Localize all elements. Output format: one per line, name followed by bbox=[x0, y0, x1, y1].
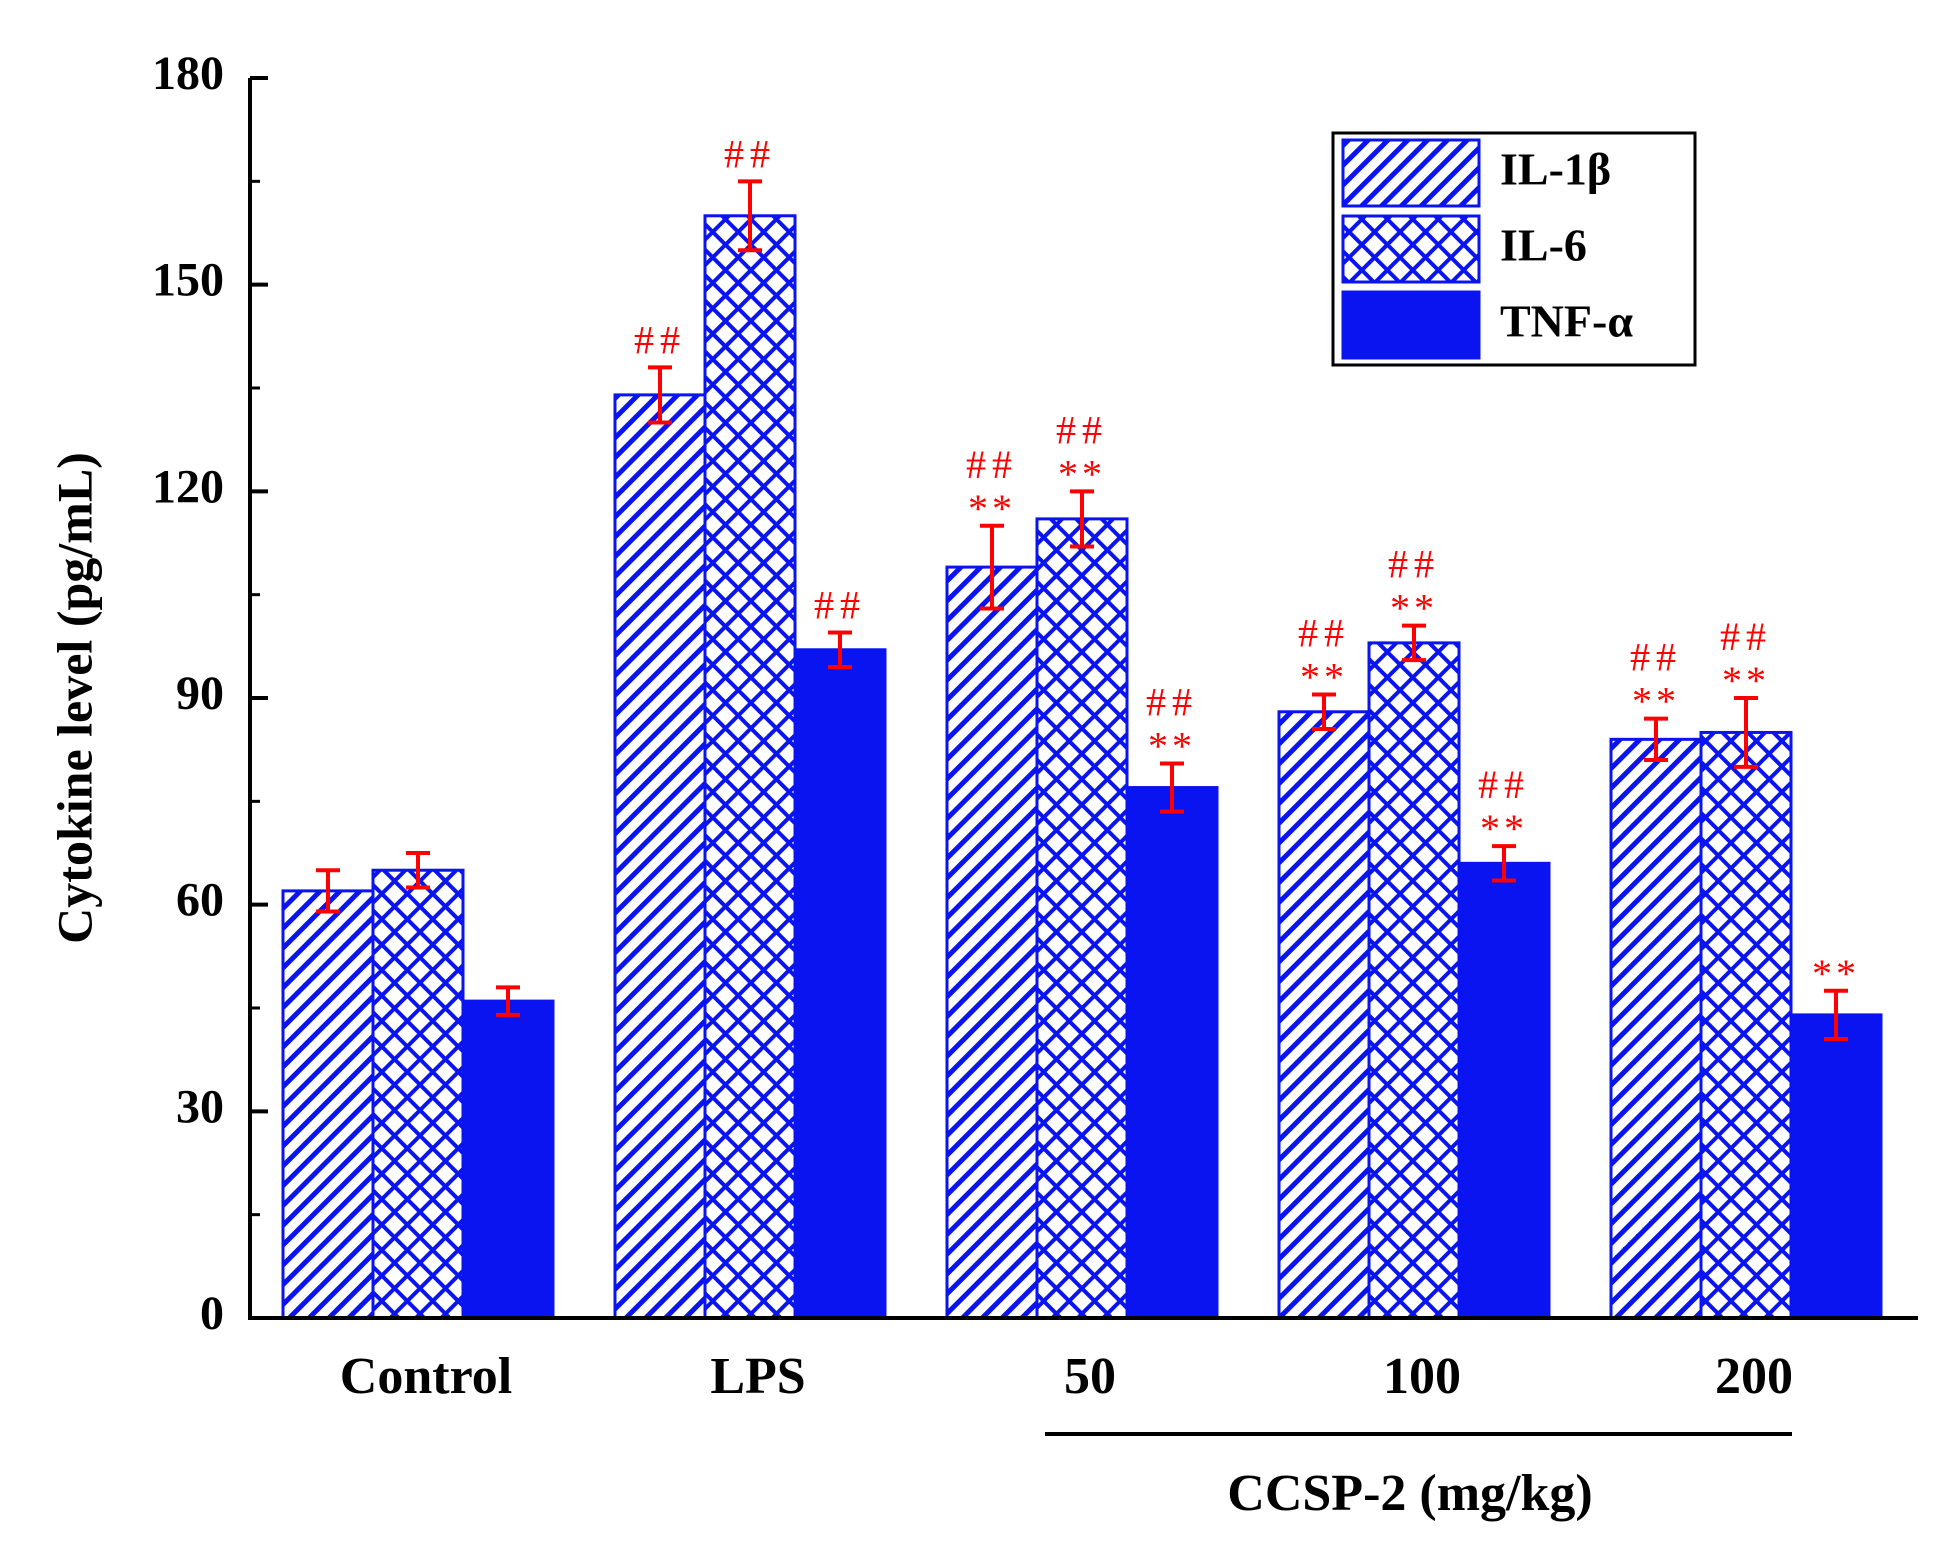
significance-star: ** bbox=[1300, 655, 1348, 700]
error-bar bbox=[738, 179, 762, 253]
error-bar bbox=[980, 523, 1004, 611]
significance-hash: ## bbox=[814, 583, 866, 628]
y-tick-label: 90 bbox=[176, 667, 224, 720]
bar-solid-Control bbox=[461, 999, 555, 1320]
significance-hash: ## bbox=[966, 442, 1018, 487]
bar-cross-hatch-Control bbox=[371, 868, 465, 1320]
bar-cross-hatch-50 bbox=[1035, 517, 1129, 1320]
x-category-label: Control bbox=[340, 1348, 512, 1405]
significance-hash: ## bbox=[724, 131, 776, 176]
significance-star: ** bbox=[1390, 586, 1438, 631]
significance-star: ** bbox=[1722, 658, 1770, 703]
bar-solid-LPS bbox=[793, 648, 887, 1320]
bar-diagonal-hatch-200 bbox=[1609, 737, 1703, 1320]
bar-cross-hatch-200 bbox=[1699, 730, 1793, 1320]
legend-swatch-diagonal-hatch bbox=[1341, 138, 1481, 208]
y-tick-label: 30 bbox=[176, 1080, 224, 1133]
error-bar bbox=[316, 868, 340, 914]
bar-diagonal-hatch-100 bbox=[1277, 710, 1371, 1320]
error-bar bbox=[406, 851, 430, 890]
error-bar bbox=[1312, 692, 1336, 731]
legend: IL-1β IL-6 TNF-α bbox=[1331, 131, 1697, 367]
bar-solid-100 bbox=[1457, 861, 1551, 1320]
legend-label: IL-1β bbox=[1500, 144, 1611, 195]
significance-hash: ## bbox=[1720, 614, 1772, 659]
bar-solid-200 bbox=[1789, 1013, 1883, 1320]
error-bar bbox=[1734, 696, 1758, 769]
x-category-label: 50 bbox=[1064, 1348, 1116, 1405]
significance-hash: ## bbox=[1146, 679, 1198, 724]
bar-cross-hatch-LPS bbox=[703, 214, 797, 1320]
error-bar bbox=[496, 985, 520, 1017]
y-axis-title: Cytokine level (pg/mL) bbox=[46, 452, 102, 944]
significance-hash: ## bbox=[1056, 407, 1108, 452]
error-bar bbox=[828, 630, 852, 669]
y-ticks: 0 30 60 90 120 150 180 bbox=[152, 47, 268, 1340]
error-bar bbox=[1402, 623, 1426, 663]
y-tick-label: 120 bbox=[152, 460, 224, 513]
y-tick-label: 180 bbox=[152, 47, 224, 100]
significance-star: ** bbox=[1812, 951, 1860, 996]
significance-annotations-layer: ######**## **##**##**##**##**##**##**##** bbox=[634, 131, 1860, 996]
significance-hash: ## bbox=[634, 317, 686, 362]
y-tick-label: 150 bbox=[152, 254, 224, 307]
significance-star: ** bbox=[1058, 451, 1106, 496]
significance-star: ** bbox=[1148, 723, 1196, 768]
bar-cross-hatch-100 bbox=[1367, 641, 1461, 1320]
x-category-labels: Control LPS 50 100 200 bbox=[340, 1348, 1793, 1405]
bar-solid-50 bbox=[1125, 786, 1219, 1320]
x-category-label: 200 bbox=[1715, 1348, 1793, 1405]
legend-label: TNF-α bbox=[1500, 296, 1633, 347]
y-tick-label: 60 bbox=[176, 874, 224, 927]
bar-diagonal-hatch-50 bbox=[945, 565, 1039, 1320]
x-category-label: 100 bbox=[1383, 1348, 1461, 1405]
legend-swatch-solid bbox=[1341, 290, 1481, 360]
bars-layer bbox=[281, 214, 1883, 1320]
error-bars-layer bbox=[316, 179, 1848, 1041]
legend-swatch-cross-hatch bbox=[1341, 214, 1481, 284]
significance-hash: ## bbox=[1298, 611, 1350, 656]
legend-label: IL-6 bbox=[1500, 220, 1587, 271]
significance-hash: ## bbox=[1478, 762, 1530, 807]
significance-star: ** bbox=[1480, 806, 1528, 851]
error-bar bbox=[648, 365, 672, 425]
error-bar bbox=[1492, 844, 1516, 883]
error-bar bbox=[1824, 988, 1848, 1041]
significance-hash: ## bbox=[1630, 635, 1682, 680]
y-tick-label: 0 bbox=[200, 1287, 224, 1340]
error-bar bbox=[1070, 489, 1094, 549]
group-title: CCSP-2 (mg/kg) bbox=[1227, 1465, 1592, 1522]
bar-diagonal-hatch-Control bbox=[281, 889, 375, 1320]
x-category-label: LPS bbox=[710, 1348, 805, 1405]
significance-hash: ## bbox=[1388, 542, 1440, 587]
significance-star: ** bbox=[1632, 679, 1680, 724]
error-bar bbox=[1160, 761, 1184, 814]
significance-star: ** bbox=[968, 486, 1016, 531]
error-bar bbox=[1644, 716, 1668, 762]
bar-diagonal-hatch-LPS bbox=[613, 393, 707, 1320]
